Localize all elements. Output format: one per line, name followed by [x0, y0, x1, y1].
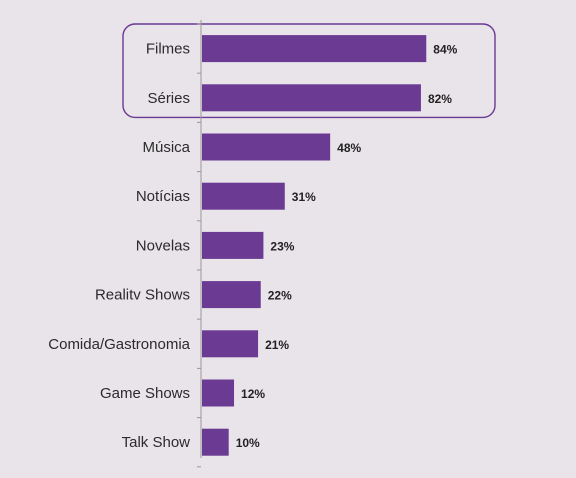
category-label: Realitv Shows: [95, 287, 190, 304]
value-label: 82%: [428, 92, 452, 106]
category-label: Séries: [147, 90, 190, 107]
value-label: 23%: [270, 239, 294, 253]
bar-0: [202, 35, 427, 63]
bar-7: [202, 379, 235, 407]
bar-1: [202, 84, 421, 112]
bar-3: [202, 182, 285, 210]
category-label: Notícias: [136, 188, 190, 205]
category-label: Game Shows: [100, 385, 190, 402]
category-label: Comida/Gastronomia: [48, 336, 190, 353]
category-label: Talk Show: [122, 434, 191, 451]
category-label: Filmes: [146, 41, 190, 58]
value-label: 12%: [241, 387, 265, 401]
value-label: 22%: [268, 289, 292, 303]
highlight-box: [122, 23, 496, 119]
bar-5: [202, 281, 261, 309]
value-label: 48%: [337, 141, 361, 155]
bar-2: [202, 133, 331, 161]
value-label: 84%: [433, 43, 457, 57]
value-label: 10%: [236, 436, 260, 450]
value-label: 31%: [292, 190, 316, 204]
bar-8: [202, 428, 229, 456]
category-label: Música: [142, 139, 190, 156]
bar-4: [202, 231, 264, 259]
value-label: 21%: [265, 338, 289, 352]
bar-6: [202, 330, 259, 358]
category-label: Novelas: [136, 237, 190, 254]
